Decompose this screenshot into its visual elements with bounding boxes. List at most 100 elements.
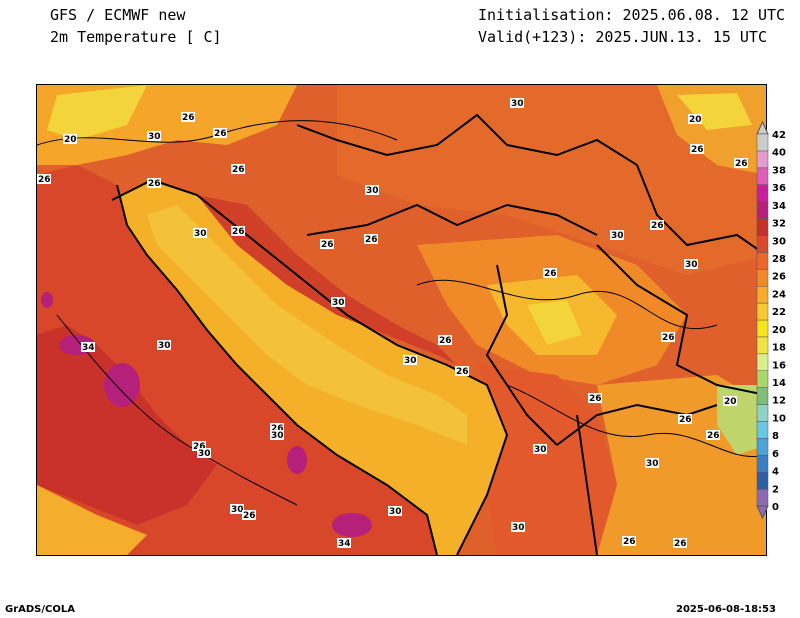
colorbar-tick-label: 12 <box>772 396 786 407</box>
colorbar-tick-label: 6 <box>772 449 779 460</box>
contour-label-26-a: 26 <box>182 113 195 123</box>
coastline-east <box>111 178 509 555</box>
contour-label-20-b: 20 <box>689 115 702 125</box>
contour-label-26-b: 26 <box>38 175 51 185</box>
colorbar-tick-label: 8 <box>772 431 779 442</box>
colorbar-swatch <box>756 488 769 507</box>
colorbar-swatch <box>756 387 769 405</box>
contour-line-3 <box>56 314 298 506</box>
contour-label-30-l: 30 <box>158 341 171 351</box>
colorbar-swatch <box>756 167 769 185</box>
hotspot-4 <box>332 513 372 537</box>
contour-label-30-o: 30 <box>231 505 244 515</box>
border-east <box>596 244 766 396</box>
colorbar-tick-label: 36 <box>772 183 786 194</box>
colorbar-tick-label: 32 <box>772 219 786 230</box>
contour-label-30-n: 30 <box>271 431 284 441</box>
contour-label-30-g: 30 <box>611 231 624 241</box>
balkan-cold <box>527 300 582 345</box>
colorbar-tick-label: 24 <box>772 289 786 300</box>
colorbar-swatch <box>756 421 769 439</box>
contour-label-30-i: 30 <box>646 459 659 469</box>
colorbar-tick-label: 14 <box>772 378 786 389</box>
contour-label-26-q: 26 <box>679 415 692 425</box>
temperature-map[interactable]: 20 30 26 26 26 26 26 30 26 30 30 26 26 3… <box>36 84 767 556</box>
colorbar-swatch <box>756 336 769 355</box>
colorbar-swatch <box>756 184 769 202</box>
model-title: GFS / ECMWF new <box>50 6 186 24</box>
italy-hot <box>37 325 217 525</box>
contour-label-34-b: 34 <box>338 539 351 549</box>
colorbar-arrow-bottom <box>756 505 769 520</box>
contour-label-30-e: 30 <box>332 298 345 308</box>
colorbar-arrow-top <box>756 120 769 135</box>
colorbar-swatch <box>756 438 769 456</box>
contour-label-26-v: 26 <box>271 424 284 434</box>
colorbar-tick-label: 34 <box>772 201 786 212</box>
border-north <box>296 113 766 256</box>
contour-label-26-k: 26 <box>544 269 557 279</box>
hotspot-5 <box>41 292 53 308</box>
colorbar-tick-label: 40 <box>772 148 786 159</box>
contour-label-26-e: 26 <box>232 165 245 175</box>
contour-label-30-f: 30 <box>404 356 417 366</box>
footer-timestamp: 2025-06-08-18:53 <box>676 604 776 615</box>
colorbar-swatch <box>756 370 769 388</box>
colorbar-swatch <box>756 133 769 152</box>
initialisation-time: Initialisation: 2025.06.08. 12 UTC <box>478 6 786 24</box>
contour-label-26-d: 26 <box>214 129 227 139</box>
contour-label-30-b: 30 <box>194 229 207 239</box>
contour-label-30-a: 30 <box>148 132 161 142</box>
colorbar-tick-label: 18 <box>772 343 786 354</box>
albania-region <box>477 365 617 555</box>
contour-line-2 <box>416 279 718 330</box>
colorbar-tick-label: 42 <box>772 130 786 141</box>
contour-label-26-p: 26 <box>589 394 602 404</box>
contour-label-30-k: 30 <box>512 523 525 533</box>
alps-cold <box>47 85 147 140</box>
dalmatia-hot <box>197 195 457 365</box>
colorbar-tick-label: 28 <box>772 254 786 265</box>
contour-label-26-o: 26 <box>662 333 675 343</box>
coastline-west <box>116 184 438 555</box>
contour-label-26-u: 26 <box>193 442 206 452</box>
colorbar-swatch <box>756 269 769 287</box>
colorbar-tick-label: 4 <box>772 467 779 478</box>
colorbar-swatch <box>756 471 769 490</box>
contour-label-34-a: 34 <box>82 343 95 353</box>
contour-label-26-l: 26 <box>651 221 664 231</box>
header-left: GFS / ECMWF new 2m Temperature [ C] <box>50 4 222 48</box>
contour-label-20-c: 20 <box>724 397 737 407</box>
colorbar-swatch <box>756 201 769 219</box>
colorbar-swatch <box>756 455 769 473</box>
contour-label-26-j: 26 <box>456 367 469 377</box>
contour-label-26-i: 26 <box>439 336 452 346</box>
contour-label-26-g: 26 <box>321 240 334 250</box>
tyrrhenian-sea <box>37 485 147 555</box>
colorbar-swatch <box>756 150 769 169</box>
colorbar-tick-label: 38 <box>772 165 786 176</box>
colorbar-tick-label: 0 <box>772 502 779 513</box>
field-title: 2m Temperature [ C] <box>50 28 222 46</box>
contour-label-30-h: 30 <box>685 260 698 270</box>
contour-label-26-f: 26 <box>232 227 245 237</box>
valid-time: Valid(+123): 2025.JUN.13. 15 UTC <box>478 28 767 46</box>
contour-label-26-w: 26 <box>243 511 256 521</box>
colorbar-swatch <box>756 404 769 422</box>
colorbar-swatch <box>756 302 769 321</box>
contour-labels: 20 30 26 26 26 26 26 30 26 30 30 26 26 3… <box>37 98 748 549</box>
hotspot-3 <box>287 446 307 474</box>
contour-label-26-m: 26 <box>691 145 704 155</box>
map-svg: 20 30 26 26 26 26 26 30 26 30 30 26 26 3… <box>37 85 766 555</box>
contour-label-26-h: 26 <box>365 235 378 245</box>
contour-line-4 <box>506 384 766 458</box>
contour-label-26-s: 26 <box>623 537 636 547</box>
footer-software: GrADS/COLA <box>5 604 75 615</box>
colorbar-swatch <box>756 319 769 338</box>
hotspot-2 <box>104 363 140 407</box>
colorbar-swatch <box>756 353 769 371</box>
contour-label-30-d: 30 <box>366 186 379 196</box>
colorbar-tick-label: 30 <box>772 236 786 247</box>
header-right: Initialisation: 2025.06.08. 12 UTC Valid(… <box>478 4 785 48</box>
